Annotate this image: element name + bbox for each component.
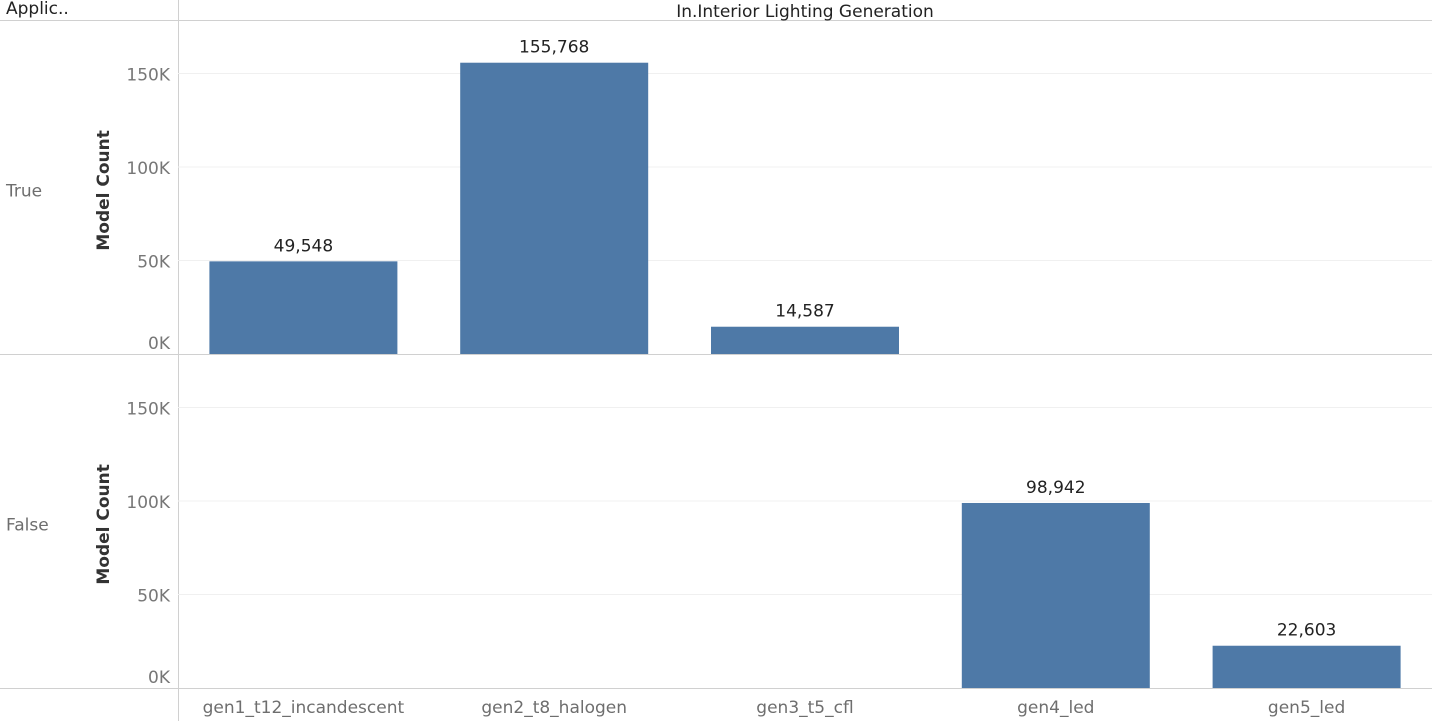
y-tick-label: 150K [126,66,170,86]
y-tick-label: 0K [148,334,171,354]
y-tick-label: 100K [126,493,170,513]
data-label: 22,603 [1277,621,1336,641]
row-label-true: True [5,181,42,201]
data-label: 14,587 [775,302,834,322]
x-category-label: gen4_led [1017,698,1094,718]
bar-gen5-led-false [1212,645,1401,688]
bar-gen1-t12-incandescent-true [209,261,398,354]
y-tick-label: 150K [126,400,170,420]
y-tick-label: 100K [126,159,170,179]
y-axis-title: Model Count [94,464,114,585]
bar-gen2-t8-halogen-true [460,62,649,355]
bar-gen4-led-false [961,502,1150,688]
column-field-header: In.Interior Lighting Generation [676,2,934,22]
row-field-header: Applic.. [6,0,69,19]
bar-gen3-t5-cfl-true [711,326,899,354]
x-category-label: gen3_t5_cfl [756,698,853,718]
data-label: 155,768 [519,38,589,58]
y-axis-title: Model Count [94,130,114,251]
y-tick-label: 0K [148,668,171,688]
axes: True Model Count 0K 50K 100K 150K False Model C… [5,66,1345,719]
x-category-label: gen1_t12_incandescent [203,698,405,718]
x-category-label: gen5_led [1268,698,1345,718]
x-category-label: gen2_t8_halogen [481,698,627,718]
row-label-false: False [6,515,49,535]
y-tick-label: 50K [137,253,171,273]
gridlines [178,73,1432,595]
data-label: 49,548 [274,236,333,256]
data-label: 98,942 [1026,478,1085,498]
bars [209,62,1401,688]
data-labels: 49,548 155,768 14,587 98,942 22,603 [274,38,1337,641]
y-tick-label: 50K [137,587,171,607]
